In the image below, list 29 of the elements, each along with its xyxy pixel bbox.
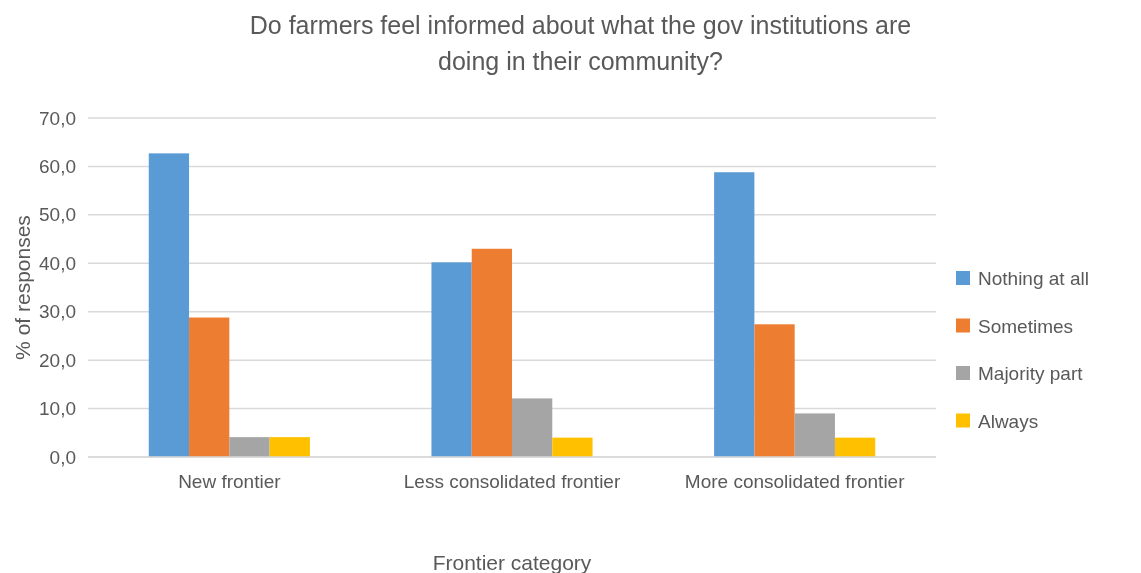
bar <box>229 437 270 457</box>
legend-label: Nothing at all <box>978 268 1089 289</box>
x-tick-label: More consolidated frontier <box>684 471 906 493</box>
y-tick-label: 10,0 <box>39 398 76 420</box>
y-tick-label: 70,0 <box>39 107 76 129</box>
legend-label: Sometimes <box>978 315 1074 337</box>
bar <box>794 413 835 457</box>
bar <box>754 324 795 457</box>
y-tick-label: 60,0 <box>39 156 76 178</box>
y-tick-label: 20,0 <box>39 349 76 371</box>
y-tick-label: 40,0 <box>39 252 76 274</box>
bar <box>431 262 472 457</box>
bar <box>269 437 310 457</box>
bar <box>834 437 876 457</box>
bar <box>148 153 190 457</box>
y-tick-label: 0,0 <box>49 446 76 468</box>
x-tick-label: New frontier <box>178 471 282 493</box>
bar <box>552 437 593 457</box>
y-axis-title: % of responses <box>11 215 34 360</box>
bar <box>714 172 755 457</box>
x-tick-label: Less consolidated frontier <box>403 471 621 493</box>
y-tick-label: 50,0 <box>39 204 76 226</box>
y-tick-label: 30,0 <box>39 301 76 323</box>
legend-label: Majority part <box>978 363 1084 384</box>
chart-title: Do farmers feel informed about what the gov institutions are doing in their community? <box>249 11 912 75</box>
bar <box>471 248 512 457</box>
bar <box>512 398 553 457</box>
bar <box>189 317 230 457</box>
legend-label: Always <box>978 410 1039 432</box>
